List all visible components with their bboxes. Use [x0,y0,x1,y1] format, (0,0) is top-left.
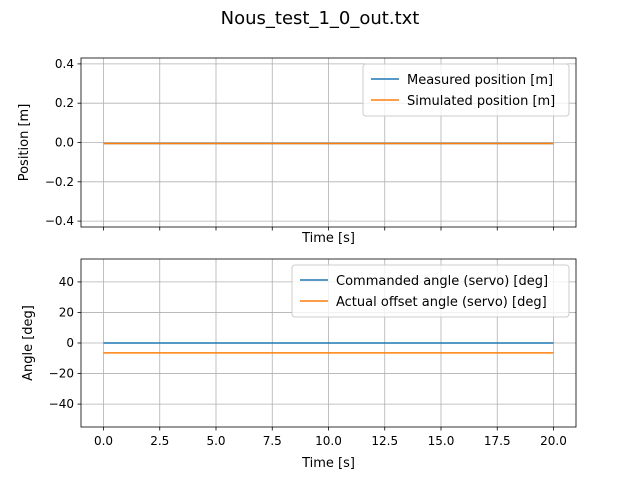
x-tick-label: 15.0 [428,434,455,448]
y-tick-label: 0.0 [55,136,74,150]
x-axis-label: Time [s] [301,231,355,246]
legend-entry-1: Commanded angle (servo) [deg] [336,274,548,289]
y-tick-label: −0.2 [45,175,74,189]
figure-title: Nous_test_1_0_out.txt [221,8,420,29]
y-tick-label: 40 [59,275,74,289]
y-tick-label: −40 [49,397,74,411]
y-tick-label: 0.2 [55,96,74,110]
legend: Commanded angle (servo) [deg] Actual offs… [291,264,570,318]
legend-entry-1: Measured position [m] [407,73,553,88]
x-tick-label: 17.5 [484,434,511,448]
x-tick-label: 10.0 [315,434,342,448]
legend-entry-2: Actual offset angle (servo) [deg] [336,295,547,310]
x-tick-label: 5.0 [206,434,225,448]
legend: Measured position [m] Simulated position … [362,63,570,117]
y-tick-label: 0.4 [55,57,74,71]
y-tick-label: −0.4 [45,214,74,228]
legend-entry-2: Simulated position [m] [407,94,555,109]
x-tick-label: 2.5 [150,434,169,448]
y-tick-label: 0 [66,336,74,350]
y-tick-label: 20 [59,305,74,319]
x-tick-label: 20.0 [540,434,567,448]
subplot-2: 0.0 2.5 5.0 7.5 10.0 12.5 15.0 17.5 20.0 −40 −20 0 2… [21,258,577,471]
legend-box [291,264,570,318]
x-tick-label: 12.5 [371,434,398,448]
subplot-1: −0.4 −0.2 0.0 0.2 0.4 Time [s] Position [m] Mea… [17,57,577,246]
y-axis-label: Position [m] [17,104,32,182]
x-tick-label: 7.5 [263,434,282,448]
y-axis-label: Angle [deg] [21,305,36,381]
legend-box [362,63,570,117]
x-axis-label: Time [s] [301,456,355,471]
x-tick-label: 0.0 [94,434,113,448]
y-tick-label: −20 [49,367,74,381]
